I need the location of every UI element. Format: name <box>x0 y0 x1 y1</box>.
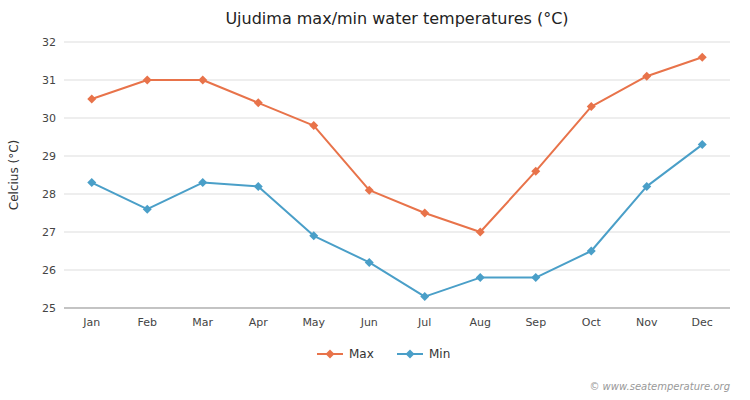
data-point <box>642 182 651 191</box>
series <box>87 53 707 237</box>
y-grid <box>64 42 730 308</box>
data-point <box>143 205 152 214</box>
y-tick-label: 31 <box>42 74 56 87</box>
data-point <box>309 121 318 130</box>
title: Ujudima max/min water temperatures (°C) <box>225 9 568 28</box>
y-tick-label: 25 <box>42 302 56 315</box>
x-tick-label: Aug <box>470 316 491 329</box>
grid-line <box>64 194 730 195</box>
x-tick-label: Jul <box>417 316 431 329</box>
y-tick-label: 26 <box>42 264 56 277</box>
data-point <box>698 140 707 149</box>
data-point <box>198 76 207 85</box>
legend-label: Max <box>349 347 374 361</box>
x-tick-label: Mar <box>192 316 213 329</box>
data-point <box>309 231 318 240</box>
data-point <box>420 292 429 301</box>
y-axis-label: Celcius (°C) <box>7 140 21 210</box>
series-line <box>92 145 703 297</box>
x-tick-label: Nov <box>636 316 658 329</box>
data-point <box>476 273 485 282</box>
data-point <box>587 247 596 256</box>
data-point <box>143 76 152 85</box>
data-point <box>420 209 429 218</box>
data-point <box>698 53 707 62</box>
data-point <box>476 228 485 237</box>
grid-line <box>64 270 730 271</box>
data-point <box>254 182 263 191</box>
data-point <box>587 102 596 111</box>
grid-line <box>64 308 730 309</box>
data-point <box>87 95 96 104</box>
grid-line <box>64 232 730 233</box>
data-point <box>254 98 263 107</box>
x-tick-label: Dec <box>692 316 713 329</box>
y-tick-label: 30 <box>42 112 56 125</box>
legend-label: Min <box>429 347 450 361</box>
plot-area <box>87 53 707 301</box>
y-tick-label: 28 <box>42 188 56 201</box>
legend-marker <box>406 350 415 359</box>
data-point <box>642 72 651 81</box>
data-point <box>531 167 540 176</box>
legend: Max Min <box>317 347 450 361</box>
data-point <box>365 258 374 267</box>
data-point <box>531 273 540 282</box>
y-tick-label: 29 <box>42 150 56 163</box>
annotation: © www.seatemperature.org <box>589 381 730 392</box>
data-point <box>365 186 374 195</box>
x-tick-label: Jan <box>82 316 100 329</box>
legend-marker <box>326 350 335 359</box>
grid-line <box>64 118 730 119</box>
x-tick-label: Sep <box>525 316 546 329</box>
grid-line <box>64 156 730 157</box>
y-tick-label: 32 <box>42 36 56 49</box>
x-tick-label: Oct <box>582 316 602 329</box>
data-point <box>198 178 207 187</box>
x-axis-line <box>64 308 730 309</box>
x-tick-label: Jun <box>360 316 378 329</box>
series-line <box>92 57 703 232</box>
series <box>87 140 707 301</box>
x-tick-label: May <box>302 316 325 329</box>
grid-line <box>64 42 730 43</box>
x-tick-label: Feb <box>138 316 157 329</box>
data-point <box>87 178 96 187</box>
chart: Ujudima max/min water temperatures (°C) C… <box>0 0 750 400</box>
y-tick-label: 27 <box>42 226 56 239</box>
x-tick-label: Apr <box>249 316 269 329</box>
